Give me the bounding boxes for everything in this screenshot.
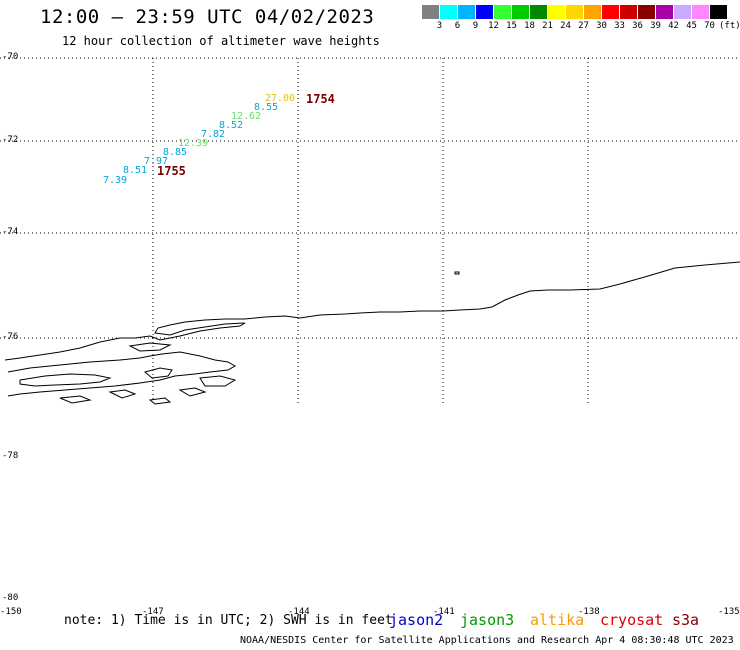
wave-height-label: 8.51: [123, 165, 148, 176]
satellite-legend-altika: altika: [530, 611, 585, 629]
legend-swatch: [584, 5, 601, 19]
latitude-label: -76: [2, 332, 19, 342]
legend-unit: (ft): [719, 21, 740, 31]
latitude-label: -74: [2, 227, 19, 237]
legend-swatch: [620, 5, 637, 19]
graticule: [0, 57, 740, 406]
map-title: 12:00 – 23:59 UTC 04/02/2023: [40, 6, 375, 28]
longitude-label: -138: [578, 607, 600, 617]
longitude-label: -147: [142, 607, 164, 617]
pass-time-label: 1754: [306, 92, 335, 106]
legend-label: 42: [668, 21, 679, 31]
legend-label: 30: [596, 21, 607, 31]
satellite-legend-s3a: s3a: [672, 611, 700, 629]
legend-swatch: [458, 5, 475, 19]
legend-swatch: [494, 5, 511, 19]
longitude-label: -141: [433, 607, 455, 617]
footer-note: note: 1) Time is in UTC; 2) SWH is in fe…: [64, 613, 393, 628]
legend-label: 70: [704, 21, 715, 31]
wave-height-label: 7.97: [144, 156, 169, 167]
legend-swatch: [512, 5, 529, 19]
wave-height-label: 8.85: [163, 147, 188, 158]
wave-height-label: 7.82: [201, 129, 226, 140]
legend-swatch: [602, 5, 619, 19]
legend-swatch: [476, 5, 493, 19]
legend-label: 6: [454, 21, 461, 31]
legend-swatch: [710, 5, 727, 19]
legend-label: 15: [506, 21, 517, 31]
legend-swatch: [566, 5, 583, 19]
wave-height-label: 12.62: [231, 111, 262, 122]
satellite-legend-jason3: jason3: [460, 611, 515, 629]
legend-label: 36: [632, 21, 643, 31]
wave-height-label: 12.39: [178, 138, 209, 149]
legend-swatch: [440, 5, 457, 19]
legend-label: 33: [614, 21, 625, 31]
satellite-legend-jason2: jason2: [389, 611, 444, 629]
legend-swatch: [656, 5, 673, 19]
longitude-label: -150: [0, 607, 22, 617]
legend-label: 3: [436, 21, 443, 31]
credit-line: NOAA/NESDIS Center for Satellite Applica…: [240, 635, 734, 646]
wave-height-label: 27.00: [265, 93, 296, 104]
legend-label: 9: [472, 21, 479, 31]
legend-label: 24: [560, 21, 571, 31]
latitude-label: -80: [2, 593, 19, 603]
legend-swatch: [674, 5, 691, 19]
legend-swatch: [530, 5, 547, 19]
wave-height-label: 8.55: [254, 102, 279, 113]
wave-height-label: 7.39: [103, 175, 128, 186]
legend-label: 12: [488, 21, 499, 31]
legend-label: 18: [524, 21, 535, 31]
legend-swatch: [692, 5, 709, 19]
satellite-legend-cryosat: cryosat: [600, 611, 664, 629]
legend-swatch: [422, 5, 439, 19]
latitude-label: -70: [2, 52, 19, 62]
longitude-label: -135: [718, 607, 740, 617]
wave-height-label: 8.52: [219, 120, 244, 131]
longitude-label: -144: [288, 607, 310, 617]
latitude-label: -78: [2, 451, 19, 461]
map-subtitle: 12 hour collection of altimeter wave hei…: [62, 34, 380, 48]
legend-swatch: [548, 5, 565, 19]
legend-label: 21: [542, 21, 553, 31]
coastline: [4, 261, 740, 405]
latitude-label: -72: [2, 135, 19, 145]
legend-label: 45: [686, 21, 697, 31]
legend-label: 39: [650, 21, 661, 31]
pass-time-label: 1755: [157, 164, 186, 178]
legend-label: 27: [578, 21, 589, 31]
legend-swatch: [638, 5, 655, 19]
